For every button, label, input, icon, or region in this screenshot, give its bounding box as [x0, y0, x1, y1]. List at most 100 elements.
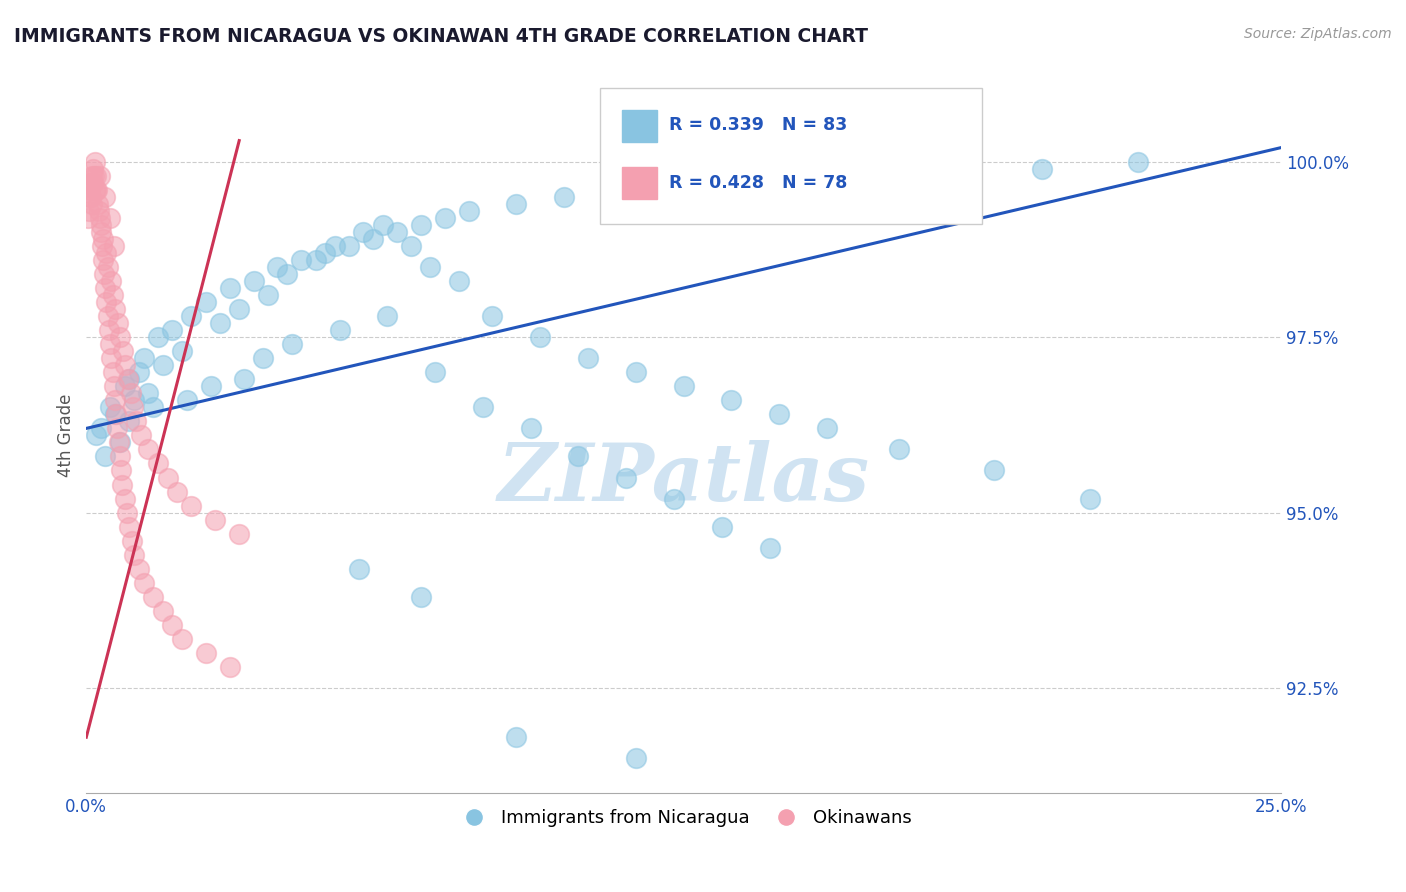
Point	[104, 301, 127, 316]
Point	[744, 190, 766, 204]
Point	[233, 372, 256, 386]
Point	[122, 401, 145, 415]
Point	[104, 408, 127, 422]
Point	[399, 239, 422, 253]
Point	[194, 646, 217, 660]
Point	[111, 344, 134, 359]
Point	[111, 477, 134, 491]
Point	[86, 183, 108, 197]
Point	[118, 372, 141, 386]
Point	[100, 274, 122, 288]
Point	[87, 196, 110, 211]
Point	[94, 450, 117, 464]
Point	[423, 365, 446, 379]
Point	[576, 351, 599, 366]
Point	[314, 246, 336, 260]
Point	[101, 365, 124, 379]
Point	[758, 541, 780, 555]
Point	[696, 169, 718, 183]
Point	[84, 183, 107, 197]
Point	[672, 379, 695, 393]
Point	[80, 169, 103, 183]
Point	[98, 211, 121, 225]
Point	[266, 260, 288, 274]
Point	[77, 211, 100, 225]
Point	[409, 590, 432, 604]
Point	[471, 401, 494, 415]
Point	[98, 401, 121, 415]
Text: R = 0.428   N = 78: R = 0.428 N = 78	[669, 174, 848, 192]
Point	[276, 267, 298, 281]
Point	[218, 281, 240, 295]
Point	[101, 288, 124, 302]
Point	[162, 323, 184, 337]
Point	[132, 575, 155, 590]
Point	[89, 211, 111, 225]
Point	[96, 295, 118, 310]
Point	[935, 169, 957, 183]
Point	[792, 203, 814, 218]
Point	[117, 372, 139, 386]
Point	[375, 309, 398, 323]
Point	[146, 457, 169, 471]
Point	[87, 203, 110, 218]
Point	[152, 358, 174, 372]
Point	[166, 484, 188, 499]
Point	[90, 239, 112, 253]
Point	[242, 274, 264, 288]
Text: R = 0.339   N = 83: R = 0.339 N = 83	[669, 116, 848, 135]
Point	[170, 344, 193, 359]
Point	[252, 351, 274, 366]
Point	[114, 358, 136, 372]
Point	[77, 203, 100, 218]
Point	[91, 252, 114, 267]
Point	[128, 562, 150, 576]
Point	[118, 414, 141, 428]
Point	[104, 393, 127, 408]
Point	[887, 442, 910, 457]
Point	[128, 365, 150, 379]
Point	[90, 218, 112, 232]
Point	[305, 252, 328, 267]
Point	[152, 604, 174, 618]
Point	[329, 323, 352, 337]
Point	[114, 491, 136, 506]
Point	[710, 519, 733, 533]
Point	[118, 519, 141, 533]
Point	[146, 330, 169, 344]
Point	[194, 295, 217, 310]
Point	[624, 751, 647, 765]
Point	[115, 506, 138, 520]
Point	[98, 337, 121, 351]
Point	[125, 414, 148, 428]
Point	[97, 309, 120, 323]
Point	[447, 274, 470, 288]
Legend: Immigrants from Nicaragua, Okinawans: Immigrants from Nicaragua, Okinawans	[449, 802, 918, 834]
Point	[624, 365, 647, 379]
Point	[204, 513, 226, 527]
Point	[863, 183, 886, 197]
FancyBboxPatch shape	[621, 167, 658, 199]
Point	[107, 435, 129, 450]
Point	[129, 428, 152, 442]
Point	[529, 330, 551, 344]
Point	[281, 337, 304, 351]
Point	[108, 450, 131, 464]
Point	[90, 421, 112, 435]
Point	[84, 169, 107, 183]
Point	[323, 239, 346, 253]
Point	[97, 260, 120, 274]
Y-axis label: 4th Grade: 4th Grade	[58, 393, 75, 477]
Point	[218, 660, 240, 674]
Point	[648, 176, 671, 190]
Point	[419, 260, 441, 274]
Point	[371, 218, 394, 232]
Point	[409, 218, 432, 232]
Text: IMMIGRANTS FROM NICARAGUA VS OKINAWAN 4TH GRADE CORRELATION CHART: IMMIGRANTS FROM NICARAGUA VS OKINAWAN 4T…	[14, 27, 868, 45]
Point	[94, 281, 117, 295]
Point	[94, 190, 117, 204]
Point	[337, 239, 360, 253]
Point	[361, 232, 384, 246]
Point	[83, 154, 105, 169]
Point	[142, 401, 165, 415]
